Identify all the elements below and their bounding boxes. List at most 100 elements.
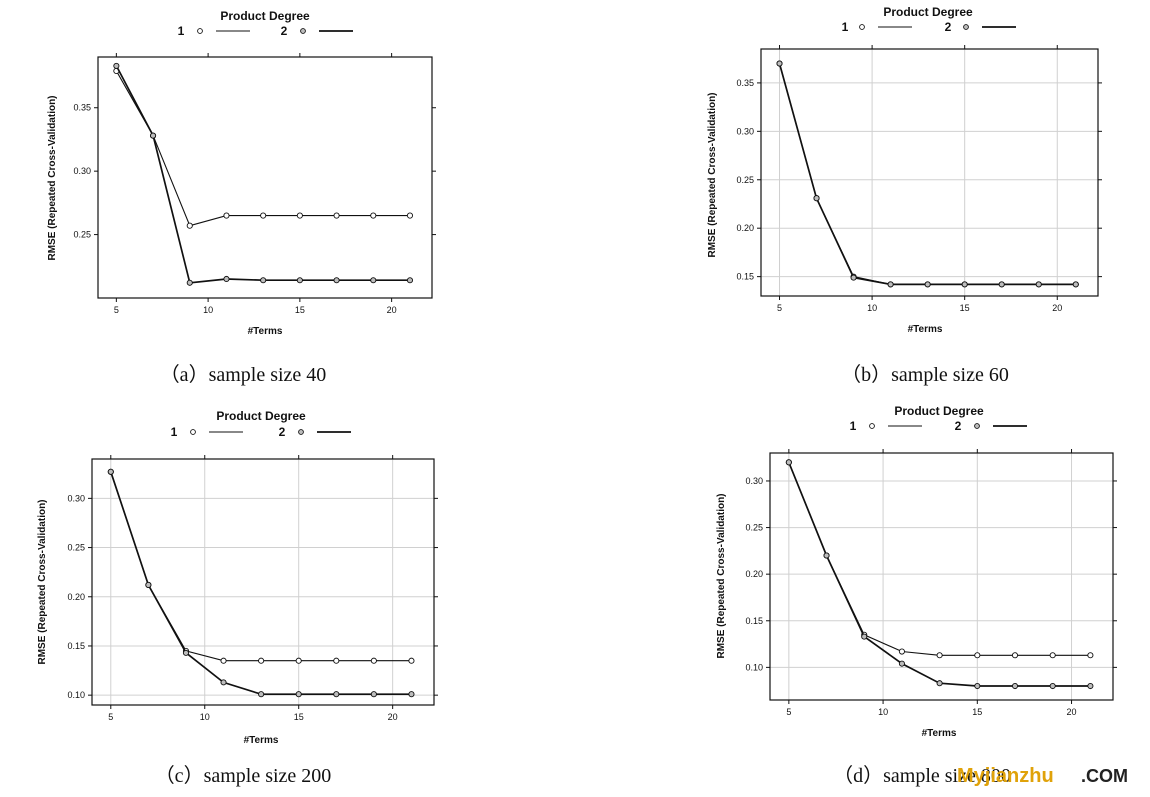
data-point-a-2 (406, 277, 414, 284)
data-point-d-1 (898, 648, 905, 655)
legend-label-a-2: 2 (281, 24, 288, 38)
plot-frame-a (97, 56, 433, 299)
y-tick-label-d: 0.15 (745, 616, 763, 626)
x-tick-label-d: 10 (878, 707, 888, 717)
legend-label-b-1: 1 (842, 20, 849, 34)
data-point-a-1 (223, 212, 230, 219)
x-tick-label-b: 5 (777, 303, 782, 313)
data-point-a-1 (406, 212, 414, 219)
y-axis-label-d: RMSE (Repeated Cross-Validation) (716, 493, 727, 658)
x-axis-label-a: #Terms (248, 326, 283, 337)
legend-label-d-2: 2 (955, 419, 962, 433)
legend-marker-b-1 (859, 24, 865, 30)
x-tick-label-c: 10 (200, 712, 210, 722)
data-point-a-1 (260, 212, 267, 219)
data-point-b-2 (1072, 281, 1079, 288)
data-point-b-2 (850, 274, 857, 281)
data-point-a-1 (370, 212, 377, 219)
x-tick-label-c: 15 (294, 712, 304, 722)
data-point-b-2 (961, 281, 968, 288)
data-point-d-2 (936, 680, 943, 687)
chart-c: 5 10 15 20 0.10 0.15 0.20 0.25 0.30 (67, 429, 438, 722)
x-tick-label-d: 5 (786, 707, 791, 717)
x-tick-label-c: 5 (108, 712, 113, 722)
x-tick-label-d: 15 (972, 707, 982, 717)
y-tick-label-d: 0.20 (745, 569, 763, 579)
data-point-a-2 (186, 279, 193, 286)
x-axis-label-b: #Terms (908, 324, 943, 335)
y-tick-label-a: 0.30 (73, 166, 91, 176)
data-point-a-1 (333, 212, 340, 219)
legend-label-c-2: 2 (279, 425, 286, 439)
y-tick-label-b: 0.15 (736, 272, 754, 282)
data-point-d-2 (1049, 682, 1056, 690)
x-tick-label-b: 20 (1052, 303, 1062, 313)
series-line-b-1 (778, 63, 1076, 285)
y-tick-label-a: 0.25 (73, 230, 91, 240)
x-tick-label-a: 10 (203, 305, 213, 315)
x-tick-label-a: 15 (295, 305, 305, 315)
y-axis-label-b: RMSE (Repeated Cross-Validation) (707, 92, 718, 257)
data-point-b-2 (776, 60, 783, 67)
data-point-d-1 (1087, 652, 1094, 659)
data-point-d-1 (974, 652, 981, 659)
y-axis-label-c: RMSE (Repeated Cross-Validation) (37, 499, 48, 664)
data-point-a-2 (333, 277, 340, 284)
data-point-d-2 (823, 552, 830, 559)
legend-title-c: Product Degree (216, 409, 306, 423)
data-point-b-2 (924, 281, 931, 288)
data-point-c-2 (408, 691, 415, 698)
legend-title-d: Product Degree (894, 404, 984, 418)
series-line-a-1 (115, 70, 410, 227)
data-point-a-2 (260, 277, 267, 284)
data-point-b-2 (998, 281, 1005, 288)
data-point-d-2 (861, 633, 868, 640)
x-axis-label-d: #Terms (922, 728, 957, 739)
series-line-d-1 (788, 462, 1091, 656)
data-point-c-1 (370, 657, 377, 664)
x-tick-label-b: 10 (867, 303, 877, 313)
caption-c: （c）sample size 200 (155, 764, 332, 787)
data-point-c-1 (295, 657, 302, 664)
legend-label-b-2: 2 (945, 20, 952, 34)
data-point-a-2 (370, 277, 377, 284)
y-tick-label-b: 0.25 (736, 175, 754, 185)
chart-a: 5 10 15 20 0.25 0.30 0.35 (73, 28, 436, 315)
series-line-b-2 (778, 63, 1076, 286)
series-line-c-1 (110, 471, 412, 662)
y-tick-label-b: 0.20 (736, 223, 754, 233)
data-point-c-2 (258, 691, 265, 698)
data-point-b-2 (1035, 281, 1042, 288)
x-axis-label-c: #Terms (244, 735, 279, 746)
x-tick-label-c: 20 (388, 712, 398, 722)
caption-b: （b）sample size 60 (841, 363, 1009, 386)
y-tick-label-c: 0.15 (67, 641, 85, 651)
y-axis-label-a: RMSE (Repeated Cross-Validation) (47, 95, 58, 260)
data-point-b-2 (887, 281, 894, 288)
data-point-a-1 (296, 212, 303, 219)
data-point-d-2 (974, 682, 981, 690)
panel-c: Product Degree 1 2 （c）sample size 200 #T… (37, 409, 331, 787)
data-point-a-2 (296, 277, 303, 284)
y-tick-label-b: 0.30 (736, 126, 754, 136)
data-point-d-1 (1011, 652, 1019, 659)
data-point-d-2 (785, 459, 792, 466)
y-tick-label-a: 0.35 (73, 103, 91, 113)
data-point-c-2 (107, 468, 114, 475)
y-tick-label-c: 0.20 (67, 592, 85, 602)
y-tick-label-c: 0.10 (67, 690, 85, 700)
data-point-c-1 (408, 657, 415, 664)
data-point-a-2 (113, 62, 120, 69)
chart-d: 5 10 15 20 0.10 0.15 0.20 0.25 0.30 (745, 423, 1117, 717)
data-point-c-2 (182, 649, 190, 656)
x-tick-label-a: 5 (114, 305, 119, 315)
watermark-text-1: Myjianzhu (957, 765, 1054, 787)
legend-label-a-1: 1 (178, 24, 185, 38)
watermark: Myjianzhu .COM (957, 765, 1128, 787)
y-tick-label-d: 0.10 (745, 662, 763, 672)
data-point-c-2 (333, 691, 340, 698)
caption-a: （a）sample size 40 (160, 363, 327, 386)
data-point-d-2 (898, 660, 905, 667)
data-point-c-1 (333, 657, 340, 664)
